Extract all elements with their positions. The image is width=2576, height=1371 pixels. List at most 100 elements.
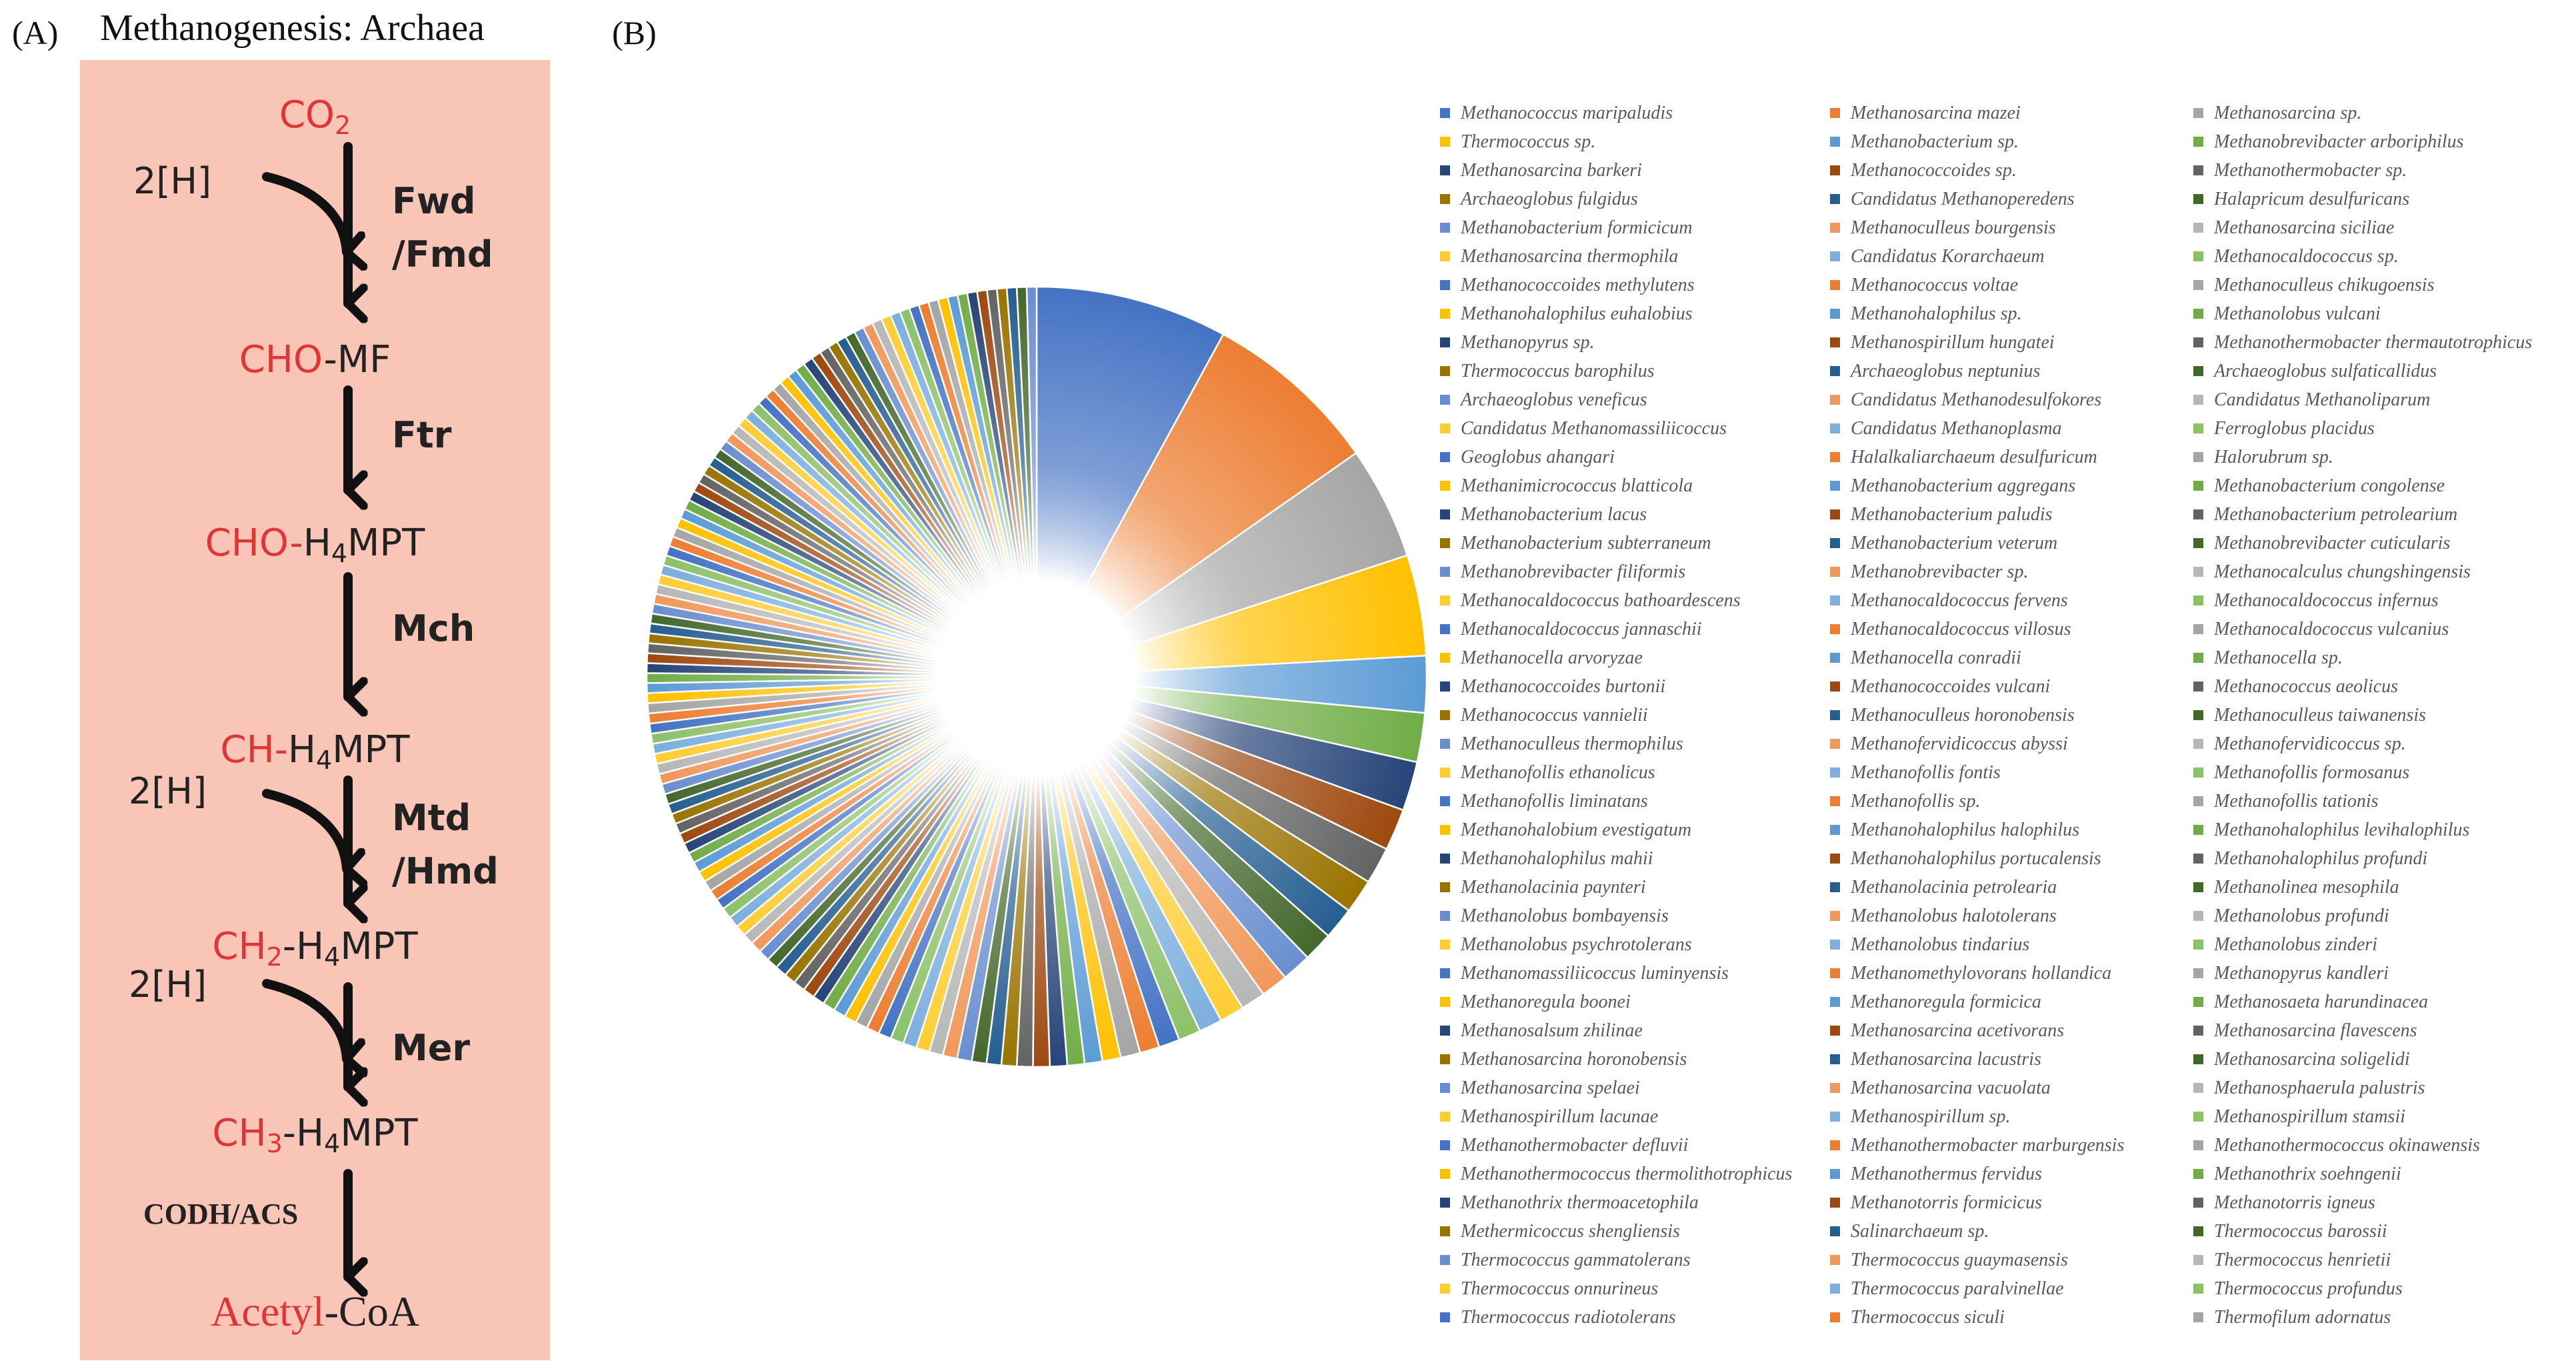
legend-item: Methanotorris igneus: [2193, 1190, 2375, 1216]
legend-item: Methanocella conradii: [1830, 645, 2021, 671]
legend-label: Methanosarcina siciliae: [2214, 217, 2395, 238]
hydrogen-label-2: 2[H]: [129, 770, 207, 812]
legend-item: Candidatus Methanoplasma: [1830, 415, 2062, 442]
legend-swatch: [2193, 825, 2203, 835]
legend-label: Methanobacterium formicicum: [1461, 217, 1693, 238]
legend-item: Candidatus Methanoliparum: [2193, 387, 2430, 413]
legend-label: Methanoculleus taiwanensis: [2214, 705, 2427, 726]
legend-label: Methanocaldococcus villosus: [1851, 619, 2071, 639]
legend-item: Geoglobus ahangari: [1440, 444, 1615, 471]
legend-item: Methanococcoides sp.: [1830, 157, 2017, 184]
legend-label: Methanobacterium congolense: [2214, 475, 2445, 496]
legend-swatch: [1440, 681, 1450, 692]
legend-label: Candidatus Methanomassiliicoccus: [1461, 418, 1727, 439]
pie-slice: [1035, 285, 1225, 677]
legend-item: Methanosarcina soligelidi: [2193, 1046, 2410, 1073]
legend-label: Geoglobus ahangari: [1461, 447, 1615, 467]
curved-arrow-icon: [262, 789, 347, 869]
legend-swatch: [1830, 108, 1840, 118]
legend-swatch: [2193, 452, 2203, 462]
legend-label: Methanofollis formosanus: [2214, 762, 2410, 783]
legend-item: Methanosalsum zhilinae: [1440, 1018, 1643, 1044]
legend-swatch: [2193, 194, 2203, 204]
legend-label: Methanoregula boonei: [1461, 992, 1631, 1012]
legend-label: Methanolobus tindarius: [1851, 934, 2030, 955]
legend-swatch: [2193, 137, 2203, 147]
legend-item: Thermofilum adornatus: [2193, 1304, 2391, 1331]
legend-swatch: [1830, 653, 1840, 663]
legend-swatch: [2193, 882, 2203, 892]
legend-label: Archaeoglobus sulfaticallidus: [2214, 361, 2437, 381]
legend-swatch: [2193, 1026, 2203, 1036]
legend-item: Methanocella sp.: [2193, 645, 2343, 671]
legend-swatch: [2193, 653, 2203, 663]
legend-swatch: [2193, 624, 2203, 634]
legend-swatch: [1830, 681, 1840, 692]
legend-item: Methanolobus bombayensis: [1440, 903, 1669, 930]
enzyme-mer: Mer: [392, 1027, 470, 1069]
legend-swatch: [1830, 280, 1840, 290]
legend-label: Methanosarcina flavescens: [2214, 1020, 2417, 1041]
curved-arrow-icon: [262, 979, 347, 1059]
legend-label: Methanothermococcus okinawensis: [2214, 1135, 2480, 1156]
metabolite-cho-h4mpt: CHO-H4MPT: [205, 521, 425, 568]
legend-item: Methanothrix soehngenii: [2193, 1161, 2401, 1188]
legend-item: Methanobrevibacter sp.: [1830, 559, 2028, 585]
legend-label: Methanosarcina barkeri: [1461, 160, 1642, 181]
legend-label: Methanosarcina vacuolata: [1851, 1078, 2051, 1098]
legend-item: Methanococcoides vulcani: [1830, 673, 2050, 700]
legend-label: Methanothermococcus thermolithotrophicus: [1461, 1164, 1793, 1184]
legend-label: Methanolobus halotolerans: [1851, 906, 2057, 926]
legend-item: Thermococcus barossii: [2193, 1218, 2387, 1245]
legend-label: Candidatus Methanoplasma: [1851, 418, 2062, 439]
pathway-arrows: [262, 142, 573, 1371]
legend-label: Methanosarcina lacustris: [1851, 1049, 2041, 1070]
legend-item: Methanococcus aeolicus: [2193, 673, 2398, 700]
legend-swatch: [1440, 997, 1450, 1007]
legend-label: Thermococcus siculi: [1851, 1307, 2005, 1328]
legend-swatch: [1440, 280, 1450, 290]
legend-swatch: [1440, 1169, 1450, 1179]
legend-label: Candidatus Korarchaeum: [1851, 246, 2045, 267]
legend-label: Methanolobus bombayensis: [1461, 906, 1669, 926]
legend-label: Methanococcoides vulcani: [1851, 676, 2051, 697]
legend-item: Methanosaeta harundinacea: [2193, 989, 2428, 1016]
legend-item: Methanosphaerula palustris: [2193, 1075, 2425, 1102]
legend-label: Methanobacterium veterum: [1851, 533, 2058, 553]
legend-item: Methanocaldococcus fervens: [1830, 587, 2068, 614]
legend-label: Thermococcus profundus: [2214, 1278, 2403, 1299]
legend-label: Methanolacinia petrolearia: [1851, 877, 2057, 898]
legend-item: Thermococcus henrietii: [2193, 1247, 2391, 1274]
legend-swatch: [1440, 538, 1450, 548]
legend-label: Methanocaldococcus jannaschii: [1461, 619, 1702, 639]
legend-label: Candidatus Methanoliparum: [2214, 389, 2431, 410]
legend-swatch: [1830, 1140, 1840, 1150]
legend-swatch: [2193, 1226, 2203, 1236]
legend-label: Methanospirillum stamsii: [2214, 1106, 2406, 1127]
legend-item: Halorubrum sp.: [2193, 444, 2333, 471]
enzyme-fwd-fmd: Fwd/Fmd: [392, 180, 493, 275]
legend-item: Methanosarcina lacustris: [1830, 1046, 2041, 1073]
legend-swatch: [2193, 337, 2203, 347]
legend-label: Halorubrum sp.: [2214, 447, 2333, 467]
legend-item: Methanocaldococcus vulcanius: [2193, 616, 2449, 643]
legend-label: Methanopyrus sp.: [1461, 332, 1595, 353]
panel-a-title: Methanogenesis: Archaea: [100, 7, 485, 49]
legend-label: Thermococcus sp.: [1461, 131, 1596, 152]
legend-swatch: [1830, 940, 1840, 950]
legend-item: Thermococcus barophilus: [1440, 358, 1655, 385]
legend-item: Methanococcus vannielii: [1440, 702, 1648, 729]
legend-swatch: [2193, 538, 2203, 548]
legend-item: Methanothrix thermoacetophila: [1440, 1190, 1699, 1216]
legend-swatch: [2193, 854, 2203, 864]
legend-item: Archaeoglobus veneficus: [1440, 387, 1647, 413]
legend-swatch: [1830, 997, 1840, 1007]
legend-item: Methanosarcina barkeri: [1440, 157, 1642, 184]
legend-swatch: [2193, 481, 2203, 491]
legend-item: Methanocaldococcus bathoardescens: [1440, 587, 1741, 614]
legend-swatch: [1440, 366, 1450, 376]
legend-item: Methanofollis tationis: [2193, 788, 2379, 815]
legend-item: Methanohalophilus halophilus: [1830, 817, 2079, 844]
legend-label: Methanosarcina soligelidi: [2214, 1049, 2410, 1070]
legend-label: Methanosarcina spelaei: [1461, 1078, 1640, 1098]
